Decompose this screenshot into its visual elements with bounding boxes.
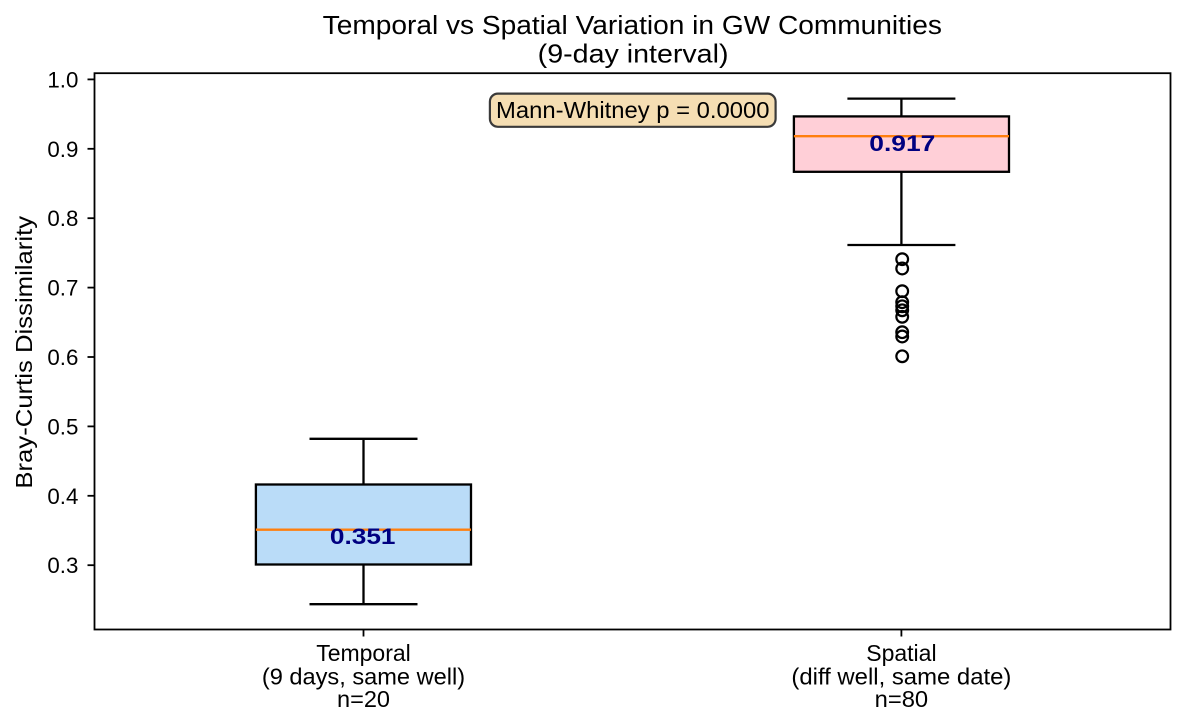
svg-text:n=80: n=80	[875, 686, 929, 712]
svg-text:Mann-Whitney p = 0.0000: Mann-Whitney p = 0.0000	[496, 97, 770, 123]
svg-text:0.917: 0.917	[869, 131, 935, 156]
svg-text:n=20: n=20	[337, 686, 390, 712]
svg-text:(9-day interval): (9-day interval)	[538, 40, 729, 68]
svg-text:1.0: 1.0	[47, 67, 78, 92]
svg-text:0.3: 0.3	[47, 553, 78, 578]
svg-text:Temporal: Temporal	[316, 640, 411, 666]
svg-text:(diff well, same date): (diff well, same date)	[791, 664, 1011, 690]
svg-text:(9 days, same well): (9 days, same well)	[262, 664, 465, 690]
svg-text:0.9: 0.9	[47, 137, 78, 162]
svg-text:Temporal vs Spatial Variation: Temporal vs Spatial Variation in GW Comm…	[323, 10, 942, 40]
svg-text:Spatial: Spatial	[866, 640, 936, 666]
svg-text:0.6: 0.6	[47, 345, 78, 370]
svg-text:0.7: 0.7	[47, 276, 78, 301]
svg-text:0.4: 0.4	[47, 484, 78, 509]
svg-text:0.351: 0.351	[330, 524, 396, 549]
svg-text:Bray-Curtis Dissimilarity: Bray-Curtis Dissimilarity	[11, 215, 37, 488]
svg-text:0.5: 0.5	[47, 414, 78, 439]
svg-text:0.8: 0.8	[47, 206, 78, 231]
